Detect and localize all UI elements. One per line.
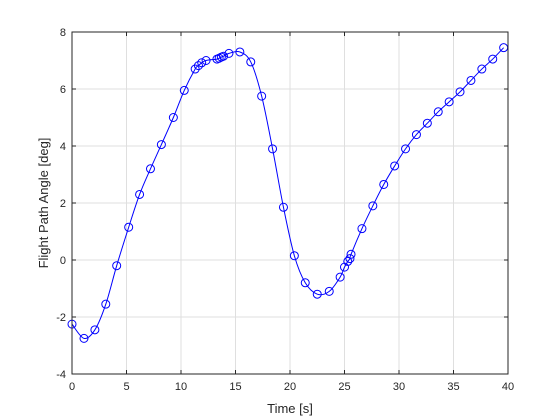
data-point [411,130,421,140]
data-point [455,87,465,97]
data-point [401,144,411,154]
x-tick-label: 40 [502,381,514,393]
data-point [379,179,389,189]
data-point [422,118,432,128]
data-point [135,189,145,199]
data-point [390,161,400,171]
data-point [346,249,356,259]
data-point [246,57,256,67]
y-tick-label: -4 [56,369,66,381]
data-point [168,113,178,122]
x-tick-label: 30 [393,381,405,393]
x-tick-label: 5 [123,381,129,393]
data-point [197,58,207,68]
data-point [312,289,322,299]
y-tick-label: -2 [56,312,66,324]
data-point [179,85,189,95]
data-point [156,140,166,150]
data-point [368,201,378,211]
y-axis-title: Flight Path Angle [deg] [36,138,51,269]
data-point [268,144,278,154]
axis-ticks: 0 5 10 15 20 25 30 35 40 -4 -2 0 2 4 6 8 [56,27,514,393]
data-point [466,75,476,85]
x-tick-label: 15 [229,381,241,393]
data-point [324,286,334,296]
data-point [357,224,367,234]
data-point [101,299,111,309]
data-point [90,325,100,335]
data-point [433,107,443,117]
data-point [477,64,487,74]
y-tick-label: 8 [60,27,66,39]
y-tick-label: 0 [60,255,66,267]
data-point [190,64,200,74]
x-tick-label: 0 [69,381,75,393]
y-tick-label: 6 [60,84,66,96]
data-point [289,251,299,261]
x-tick-label: 35 [447,381,459,393]
data-point [145,164,155,174]
data-point [112,261,122,271]
data-point [193,61,203,71]
data-point [201,56,211,65]
y-tick-label: 2 [60,198,66,210]
data-point [343,256,353,266]
x-axis-title: Time [s] [267,401,313,416]
data-point [335,272,345,282]
data-point [235,47,245,57]
data-point [300,278,310,288]
data-markers [67,43,509,343]
data-point [345,254,355,264]
data-point [278,202,288,212]
data-point [219,51,229,61]
x-tick-label: 10 [175,381,187,393]
data-point [124,222,134,232]
data-point [488,54,498,64]
data-line [71,47,505,340]
x-tick-label: 25 [338,381,350,393]
data-point [214,53,224,63]
data-point [257,91,267,101]
data-point [444,97,454,107]
data-point [224,48,234,58]
data-point [79,333,89,343]
y-tick-label: 4 [60,141,66,153]
x-tick-label: 20 [284,381,296,393]
